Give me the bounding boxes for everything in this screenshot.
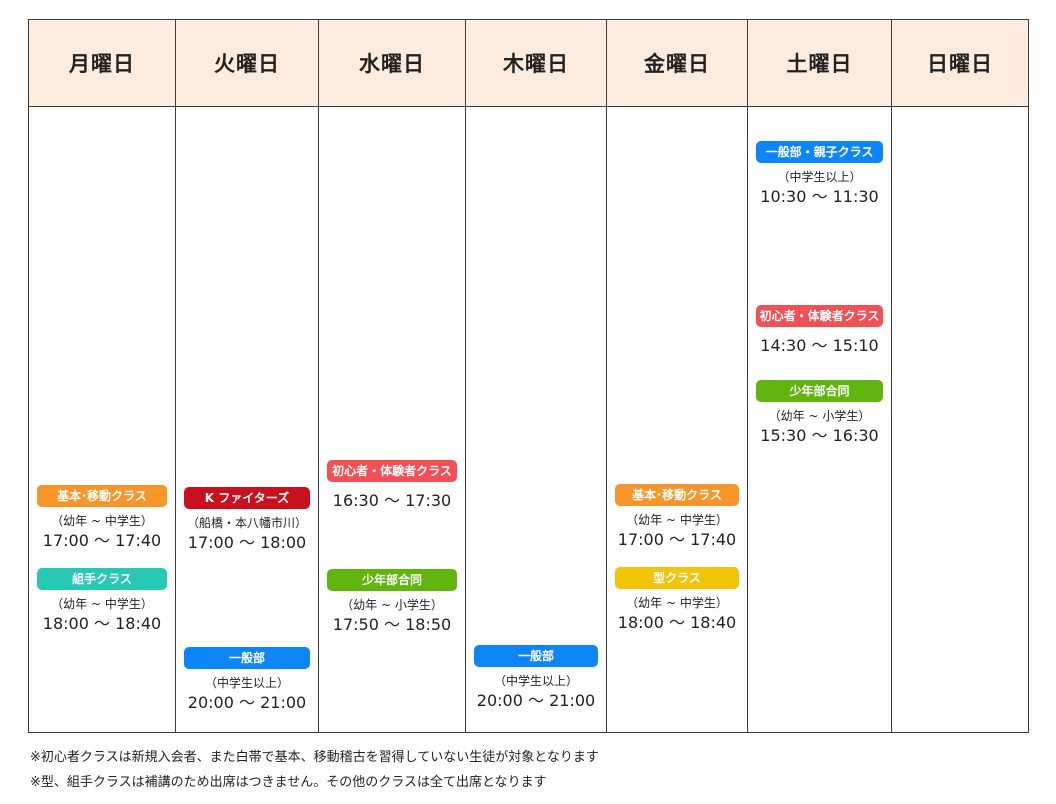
class-entry: 少年部合同 （幼年 ~ 小学生） 17:50 〜 18:50	[327, 569, 457, 635]
class-tag: 一般部	[474, 645, 598, 667]
class-tag: 基本･移動クラス	[37, 485, 167, 507]
class-time: 18:00 〜 18:40	[42, 614, 162, 633]
class-time: 18:00 〜 18:40	[617, 613, 737, 632]
class-entry: 組手クラス （幼年 ~ 中学生） 18:00 〜 18:40	[37, 568, 167, 634]
class-entry: 型クラス （幼年 ~ 中学生） 18:00 〜 18:40	[615, 567, 739, 633]
class-note: （幼年 ~ 中学生）	[626, 513, 728, 527]
day-header-friday: 金曜日	[607, 20, 747, 107]
class-time: 17:00 〜 18:00	[187, 533, 307, 552]
class-tag: 一般部	[184, 647, 310, 669]
day-header-tuesday: 火曜日	[176, 20, 318, 107]
class-time: 20:00 〜 21:00	[187, 693, 307, 712]
class-note: （中学生以上）	[777, 170, 862, 184]
class-note: （幼年 ~ 中学生）	[626, 596, 728, 610]
class-tag: K ファイターズ	[184, 487, 310, 509]
class-note: （幼年 ~ 中学生）	[51, 514, 153, 528]
class-entry: 基本･移動クラス （幼年 ~ 中学生） 17:00 〜 17:40	[37, 485, 167, 551]
class-time: 16:30 〜 17:30	[332, 491, 452, 510]
class-time: 17:00 〜 17:40	[617, 530, 737, 549]
class-entry: 一般部・親子クラス （中学生以上） 10:30 〜 11:30	[756, 141, 883, 207]
class-tag: 初心者・体験者クラス	[756, 305, 883, 327]
class-time: 14:30 〜 15:10	[760, 336, 879, 355]
day-column-wednesday: 水曜日 初心者・体験者クラス 16:30 〜 17:30 少年部合同 （幼年 ~…	[319, 20, 466, 732]
class-time: 20:00 〜 21:00	[476, 691, 596, 710]
class-time: 17:00 〜 17:40	[42, 531, 162, 550]
class-note: （幼年 ~ 中学生）	[51, 597, 153, 611]
class-note: （中学生以上）	[204, 676, 289, 690]
day-header-thursday: 木曜日	[466, 20, 606, 107]
day-column-sunday: 日曜日	[892, 20, 1028, 732]
class-tag: 一般部・親子クラス	[756, 141, 883, 163]
day-header-wednesday: 水曜日	[319, 20, 465, 107]
day-column-friday: 金曜日 基本･移動クラス （幼年 ~ 中学生） 17:00 〜 17:40 型ク…	[607, 20, 748, 732]
timetable: 月曜日 基本･移動クラス （幼年 ~ 中学生） 17:00 〜 17:40 組手…	[28, 19, 1029, 733]
day-header-saturday: 土曜日	[748, 20, 891, 107]
class-entry: 一般部 （中学生以上） 20:00 〜 21:00	[184, 647, 310, 713]
class-time: 17:50 〜 18:50	[332, 615, 452, 634]
class-tag: 型クラス	[615, 567, 739, 589]
class-tag: 少年部合同	[327, 569, 457, 591]
class-time: 10:30 〜 11:30	[760, 187, 879, 206]
class-tag: 組手クラス	[37, 568, 167, 590]
class-entry: 少年部合同 （幼年 ~ 小学生） 15:30 〜 16:30	[756, 380, 883, 446]
class-entry: K ファイターズ （船橋・本八幡市川） 17:00 〜 18:00	[184, 487, 310, 553]
day-column-thursday: 木曜日 一般部 （中学生以上） 20:00 〜 21:00	[466, 20, 607, 732]
footnote-attendance: ※型、組手クラスは補講のため出席はつきません。その他のクラスは全て出席となります	[30, 775, 547, 790]
day-column-tuesday: 火曜日 K ファイターズ （船橋・本八幡市川） 17:00 〜 18:00 一般…	[176, 20, 319, 732]
class-time: 15:30 〜 16:30	[760, 426, 879, 445]
day-column-monday: 月曜日 基本･移動クラス （幼年 ~ 中学生） 17:00 〜 17:40 組手…	[29, 20, 176, 732]
class-tag: 初心者・体験者クラス	[327, 460, 457, 482]
footnote-beginner-class: ※初心者クラスは新規入会者、また白帯で基本、移動稽古を習得していない生徒が対象と…	[30, 750, 599, 765]
class-entry: 基本･移動クラス （幼年 ~ 中学生） 17:00 〜 17:40	[615, 484, 739, 550]
day-header-monday: 月曜日	[29, 20, 175, 107]
class-entry: 一般部 （中学生以上） 20:00 〜 21:00	[474, 645, 598, 711]
class-entry: 初心者・体験者クラス 16:30 〜 17:30	[327, 460, 457, 511]
class-tag: 基本･移動クラス	[615, 484, 739, 506]
class-entry: 初心者・体験者クラス 14:30 〜 15:10	[756, 305, 883, 356]
class-note: （船橋・本八幡市川）	[186, 516, 307, 530]
class-note: （幼年 ~ 小学生）	[768, 409, 871, 423]
day-column-saturday: 土曜日 一般部・親子クラス （中学生以上） 10:30 〜 11:30 初心者・…	[748, 20, 892, 732]
class-note: （中学生以上）	[493, 674, 578, 688]
class-note: （幼年 ~ 小学生）	[341, 598, 443, 612]
day-header-sunday: 日曜日	[892, 20, 1028, 107]
class-tag: 少年部合同	[756, 380, 883, 402]
